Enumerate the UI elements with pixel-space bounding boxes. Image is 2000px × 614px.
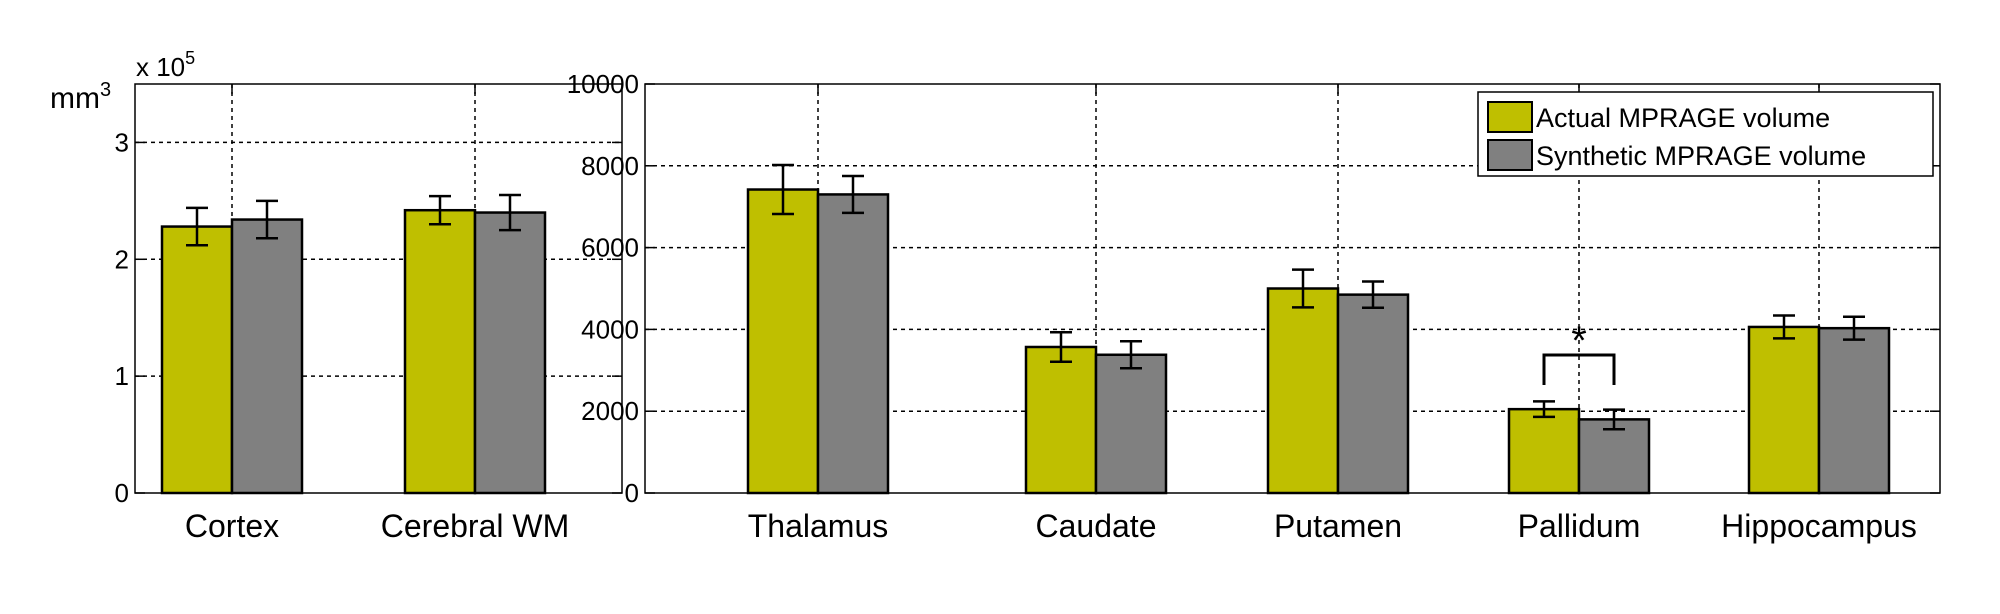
category-label: Hippocampus (1721, 508, 1917, 544)
y-axis-label: mm3 (50, 79, 111, 115)
y-tick-label: 0 (115, 478, 129, 508)
y-tick-label: 2 (115, 244, 129, 274)
bar-synthetic (230, 218, 304, 495)
legend-label: Actual MPRAGE volume (1536, 103, 1830, 133)
axis-multiplier: x 105 (136, 48, 195, 82)
bar-synthetic (816, 193, 890, 495)
y-tick-label: 0 (625, 478, 639, 508)
category-label: Caudate (1036, 508, 1157, 544)
error-bar (1292, 268, 1314, 309)
error-bar (256, 199, 278, 240)
error-bar (1120, 340, 1142, 370)
legend-swatch-actual (1487, 101, 1533, 133)
bar-actual (1266, 287, 1340, 495)
bar-actual (403, 208, 477, 495)
significance-bracket (1542, 353, 1616, 385)
axes-frame (644, 83, 1941, 494)
y-tick-label: 2000 (581, 396, 639, 426)
error-bar (842, 174, 864, 215)
legend-label: Synthetic MPRAGE volume (1536, 141, 1866, 171)
error-bar (499, 193, 521, 232)
category-label: Cortex (185, 508, 279, 544)
y-tick-label: 1 (115, 361, 129, 391)
category-label: Cerebral WM (381, 508, 569, 544)
axes-frame (134, 83, 623, 494)
error-bar (1362, 280, 1384, 309)
bars-layer (160, 163, 1891, 495)
bar-synthetic (473, 211, 547, 495)
category-label: Thalamus (748, 508, 889, 544)
bar-synthetic (1817, 326, 1891, 495)
error-bar (1603, 408, 1625, 431)
significance-marker: * (1571, 319, 1587, 363)
error-bar (429, 194, 451, 226)
bar-actual (1507, 407, 1581, 495)
bar-actual (1747, 325, 1821, 495)
bar-synthetic (1577, 418, 1651, 495)
y-tick-label: 10000 (567, 69, 639, 99)
category-label: Pallidum (1518, 508, 1641, 544)
bar-actual (160, 225, 234, 495)
bar-actual (746, 188, 820, 495)
error-bar (1533, 400, 1555, 419)
error-bar (1773, 314, 1795, 340)
error-bar (186, 206, 208, 247)
bar-actual (1024, 345, 1098, 495)
axes-layer (134, 83, 1941, 494)
legend-swatch-synthetic (1487, 139, 1533, 171)
y-tick-label: 8000 (581, 151, 639, 181)
y-tick-label: 6000 (581, 233, 639, 263)
error-bar (1050, 331, 1072, 363)
text-layer: 0 1 2 3 Cortex Cerebral WM mm3 x 105 0 2000 4000 60… (50, 48, 1934, 544)
error-bar (772, 163, 794, 216)
bracket-line (1542, 353, 1616, 385)
legend: Actual MPRAGE volume Synthetic MPRAGE vol… (1477, 91, 1934, 177)
legend-box (1477, 91, 1934, 177)
y-tick-label: 4000 (581, 314, 639, 344)
error-bar (1843, 315, 1865, 341)
bar-synthetic (1094, 353, 1168, 495)
category-label: Putamen (1274, 508, 1402, 544)
bar-synthetic (1336, 293, 1410, 495)
y-tick-label: 3 (115, 127, 129, 157)
